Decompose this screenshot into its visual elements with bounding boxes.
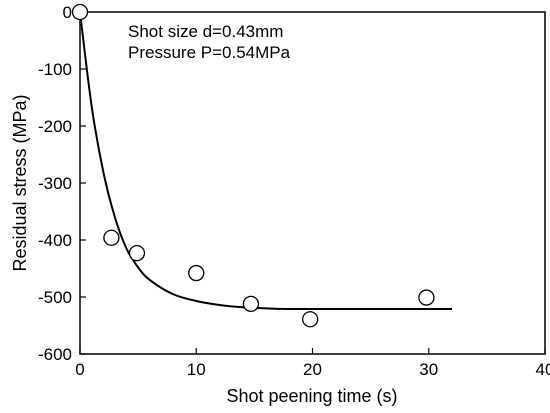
x-axis-title: Shot peening time (s)	[226, 386, 397, 406]
y-tick-label: -300	[38, 174, 72, 193]
ticks: 0 10 20 30 40 0 -100 -200 -300 -400 -500 -600	[38, 3, 550, 379]
y-tick-label: -100	[38, 60, 72, 79]
data-point	[103, 229, 120, 246]
y-tick-label: -200	[38, 117, 72, 136]
data-point	[188, 264, 205, 282]
data-point	[302, 311, 319, 328]
fitted-curve-layer	[79, 11, 452, 311]
x-tick-label: 10	[187, 360, 206, 379]
annotation-pressure: Pressure P=0.54MPa	[128, 43, 291, 62]
data-point	[71, 3, 89, 21]
axes	[79, 11, 546, 355]
y-tick-label: -600	[38, 345, 72, 364]
x-tick-label: 30	[419, 360, 438, 379]
y-tick-label: 0	[63, 3, 72, 22]
annotation-shot-size: Shot size d=0.43mm	[128, 22, 283, 41]
y-axis-title: Residual stress (MPa)	[10, 94, 30, 271]
y-tick-label: -500	[38, 288, 72, 307]
data-point	[242, 295, 260, 312]
x-tick-label: 20	[303, 360, 322, 379]
data-point	[128, 244, 146, 262]
x-tick-label: 0	[75, 360, 84, 379]
y-tick-label: -400	[38, 231, 72, 250]
fitted-curve	[79, 11, 452, 311]
plot-frame	[79, 11, 546, 355]
x-tick-label: 40	[536, 360, 550, 379]
data-point	[418, 289, 435, 306]
data-points-layer	[71, 3, 435, 328]
